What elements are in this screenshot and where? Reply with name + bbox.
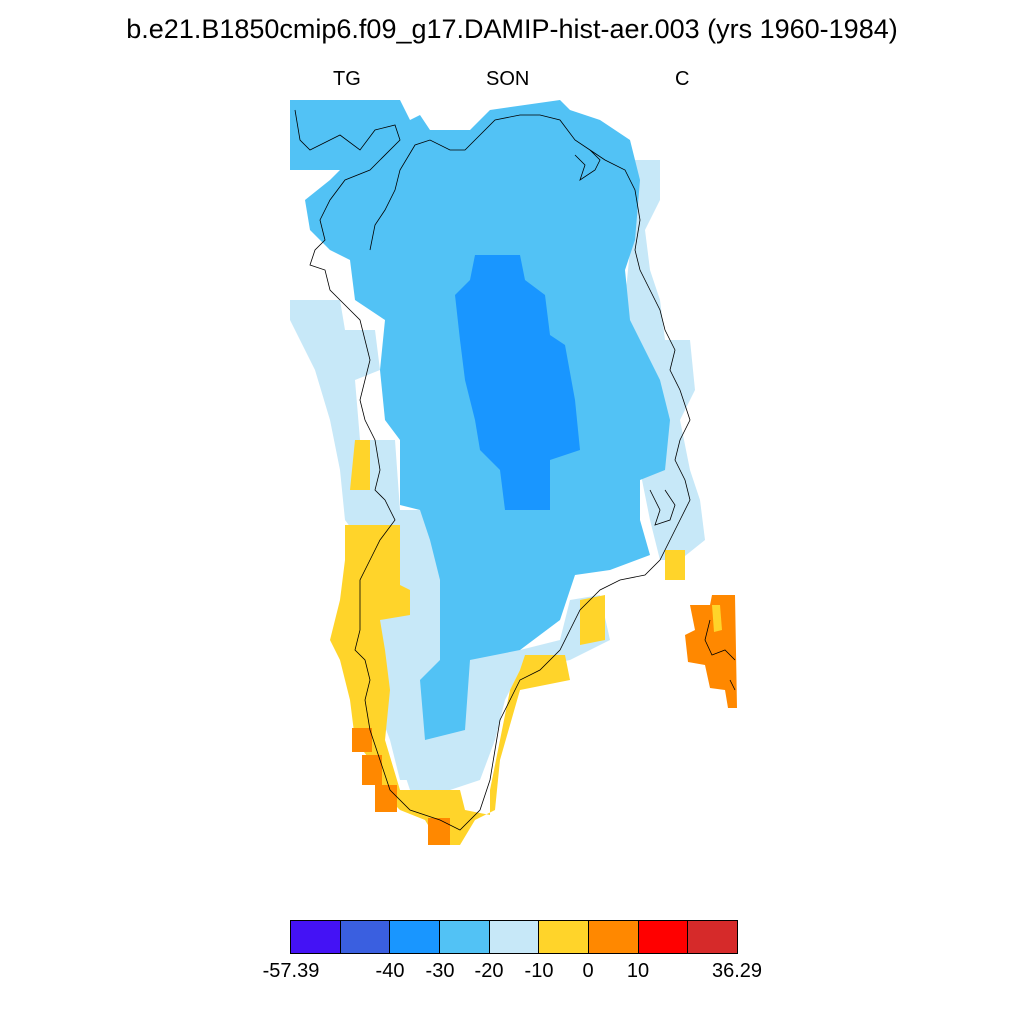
colorbar-label-neg20: -20 xyxy=(474,960,504,982)
colorbar-segment-2 xyxy=(340,921,391,953)
colorbar-segment-4 xyxy=(440,921,490,953)
colorbar-segment-8 xyxy=(638,921,689,953)
colorbar-segment-1 xyxy=(291,921,341,953)
colorbar-segment-9 xyxy=(688,921,738,953)
field-weak-negative-south xyxy=(400,595,610,790)
colorbar-segment-5 xyxy=(489,921,540,953)
field-strong-negative-core xyxy=(455,255,580,510)
colorbar-label-max: 36.29 xyxy=(711,960,763,982)
colorbar-label-neg40: -40 xyxy=(375,960,405,982)
colorbar-label-10: 10 xyxy=(626,960,650,982)
field-positive-south-4 xyxy=(428,818,450,845)
colorbar-segment-3 xyxy=(390,921,441,953)
colorbar-label-zero: 0 xyxy=(582,960,594,982)
map-title: b.e21.B1850cmip6.f09_g17.DAMIP-hist-aer.… xyxy=(126,14,898,44)
colorbar-label-min: -57.39 xyxy=(262,960,320,982)
colorbar xyxy=(290,920,738,954)
field-positive-island xyxy=(685,595,737,708)
units-label: C xyxy=(675,68,690,90)
variable-label: TG xyxy=(333,68,361,90)
coastline-north-inlet xyxy=(574,149,601,181)
coastline-east-inlet xyxy=(649,489,676,526)
field-weak-positive-southwest xyxy=(330,525,570,845)
season-label: SON xyxy=(486,68,530,90)
coastline-island xyxy=(704,619,736,691)
field-positive-south-3 xyxy=(375,785,397,812)
field-positive-south-1 xyxy=(352,728,372,752)
field-weak-positive-west xyxy=(350,440,370,490)
colorbar-label-neg30: -30 xyxy=(425,960,455,982)
field-weak-positive-island xyxy=(712,605,722,632)
coastline-main xyxy=(294,109,691,831)
field-weak-positive-south xyxy=(580,595,605,645)
colorbar-label-neg10: -10 xyxy=(524,960,554,982)
colorbar-segment-6 xyxy=(539,921,590,953)
field-positive-south-2 xyxy=(362,755,382,785)
field-weak-positive-east xyxy=(665,550,685,580)
colorbar-segment-7 xyxy=(589,921,639,953)
